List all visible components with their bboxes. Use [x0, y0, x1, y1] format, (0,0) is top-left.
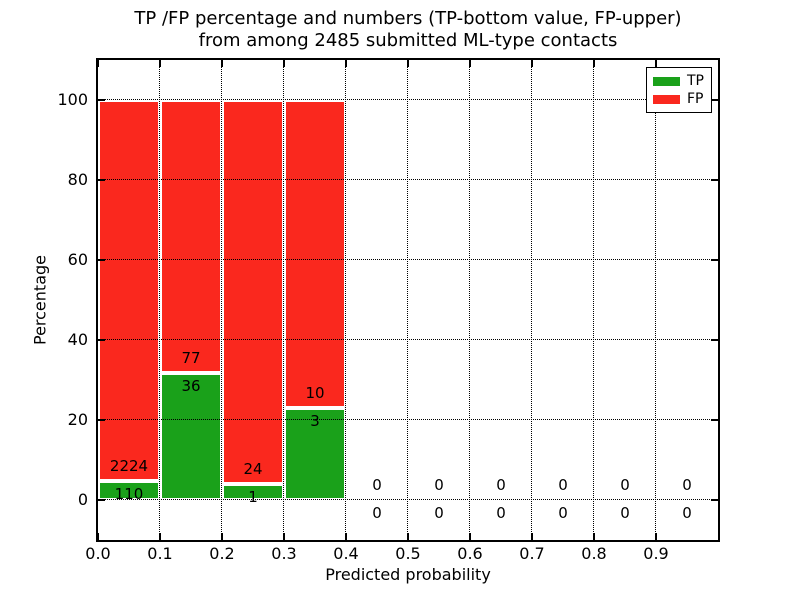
y-tick-mark: [98, 99, 105, 101]
fp-count-label: 0: [682, 476, 692, 494]
x-tick-mark: [593, 533, 595, 540]
tp-count-label: 0: [682, 504, 692, 522]
x-axis-label: Predicted probability: [325, 565, 491, 584]
tp-count-label: 0: [620, 504, 630, 522]
legend-swatch-tp-icon: [653, 76, 680, 86]
x-tick-mark: [159, 60, 161, 67]
tp-count-label: 36: [181, 376, 201, 395]
tp-count-label: 0: [434, 504, 444, 522]
bar-segment-fp: [98, 100, 160, 482]
x-tick-mark: [345, 60, 347, 67]
tp-count-label: 0: [372, 504, 382, 522]
legend-label-fp: FP: [687, 90, 704, 107]
tp-count-label: 0: [558, 504, 568, 522]
fp-count-label: 24: [243, 460, 263, 478]
y-tick-label: 20: [67, 410, 88, 429]
legend: TP FP: [646, 67, 712, 113]
legend-label-tp: TP: [687, 72, 704, 89]
legend-item-fp: FP: [653, 90, 705, 107]
fp-count-label: 2224: [109, 457, 149, 476]
bar-segment-tp: [98, 481, 160, 500]
grid-line-v: [221, 60, 223, 540]
bar-segment-fp: [222, 100, 284, 484]
grid-line-v: [283, 60, 285, 540]
x-tick-mark: [655, 533, 657, 540]
x-tick-mark: [221, 533, 223, 540]
legend-swatch-fp-icon: [653, 94, 680, 104]
bar-segment-tp: [222, 484, 284, 500]
y-tick-mark: [98, 339, 105, 341]
x-tick-label: 0.4: [333, 544, 359, 563]
fp-count-label: 0: [496, 476, 506, 494]
y-tick-mark: [711, 499, 718, 501]
x-tick-label: 0.3: [271, 544, 297, 563]
grid-line-v: [345, 60, 347, 540]
x-tick-mark: [407, 60, 409, 67]
x-tick-label: 0.0: [85, 544, 111, 563]
x-tick-mark: [531, 533, 533, 540]
chart-title-line2: from among 2485 submitted ML-type contac…: [198, 30, 618, 51]
y-tick-mark: [98, 259, 105, 261]
x-tick-label: 0.5: [395, 544, 421, 563]
tp-count-label: 3: [310, 411, 320, 430]
y-tick-mark: [711, 339, 718, 341]
x-tick-mark: [345, 533, 347, 540]
fp-count-label: 77: [181, 348, 201, 367]
y-tick-mark: [98, 179, 105, 181]
y-axis-label: Percentage: [30, 254, 50, 346]
y-tick-label: 80: [67, 170, 88, 189]
y-tick-mark: [98, 499, 105, 501]
x-tick-mark: [655, 60, 657, 67]
fp-count-label: 0: [434, 476, 444, 494]
x-tick-mark: [97, 60, 99, 67]
fp-count-label: 0: [558, 476, 568, 494]
fp-count-label: 10: [305, 383, 325, 402]
x-tick-label: 0.8: [581, 544, 607, 563]
bar-segment-fp: [160, 100, 222, 373]
x-tick-mark: [531, 60, 533, 67]
x-tick-label: 0.2: [209, 544, 235, 563]
tp-count-label: 1: [248, 488, 258, 506]
x-tick-mark: [159, 533, 161, 540]
x-tick-mark: [97, 533, 99, 540]
y-tick-mark: [711, 259, 718, 261]
y-tick-mark: [711, 419, 718, 421]
grid-line-v: [531, 60, 533, 540]
x-tick-label: 0.6: [457, 544, 483, 563]
grid-line-v: [655, 60, 657, 540]
y-tick-label: 0: [77, 490, 88, 509]
x-tick-label: 0.7: [519, 544, 545, 563]
y-tick-mark: [711, 99, 718, 101]
x-tick-label: 0.9: [643, 544, 669, 563]
y-tick-mark: [711, 179, 718, 181]
tp-count-label: 0: [496, 504, 506, 522]
x-tick-mark: [283, 533, 285, 540]
y-tick-label: 40: [67, 330, 88, 349]
bar-segment-tp: [284, 407, 346, 500]
legend-item-tp: TP: [653, 72, 705, 89]
grid-line-v: [469, 60, 471, 540]
chart-title-line1: TP /FP percentage and numbers (TP-bottom…: [134, 8, 682, 29]
tp-count-label: 110: [114, 485, 144, 504]
x-tick-mark: [283, 60, 285, 67]
y-tick-mark: [98, 419, 105, 421]
y-tick-label: 60: [67, 250, 88, 269]
x-tick-mark: [221, 60, 223, 67]
fp-count-label: 0: [372, 476, 382, 494]
x-tick-mark: [469, 60, 471, 67]
x-tick-mark: [469, 533, 471, 540]
x-tick-label: 0.1: [147, 544, 173, 563]
x-tick-mark: [407, 533, 409, 540]
grid-line-v: [159, 60, 161, 540]
bar-segment-tp: [160, 372, 222, 500]
fp-count-label: 0: [620, 476, 630, 494]
grid-line-v: [593, 60, 595, 540]
bar-segment-fp: [284, 100, 346, 408]
x-tick-mark: [593, 60, 595, 67]
y-tick-label: 100: [57, 90, 88, 109]
grid-line-v: [407, 60, 409, 540]
plot-area: 2224 110 77 36 24 1 10 3 0 0 0 0 0 0 0 0 0 0 0 0: [96, 58, 720, 542]
